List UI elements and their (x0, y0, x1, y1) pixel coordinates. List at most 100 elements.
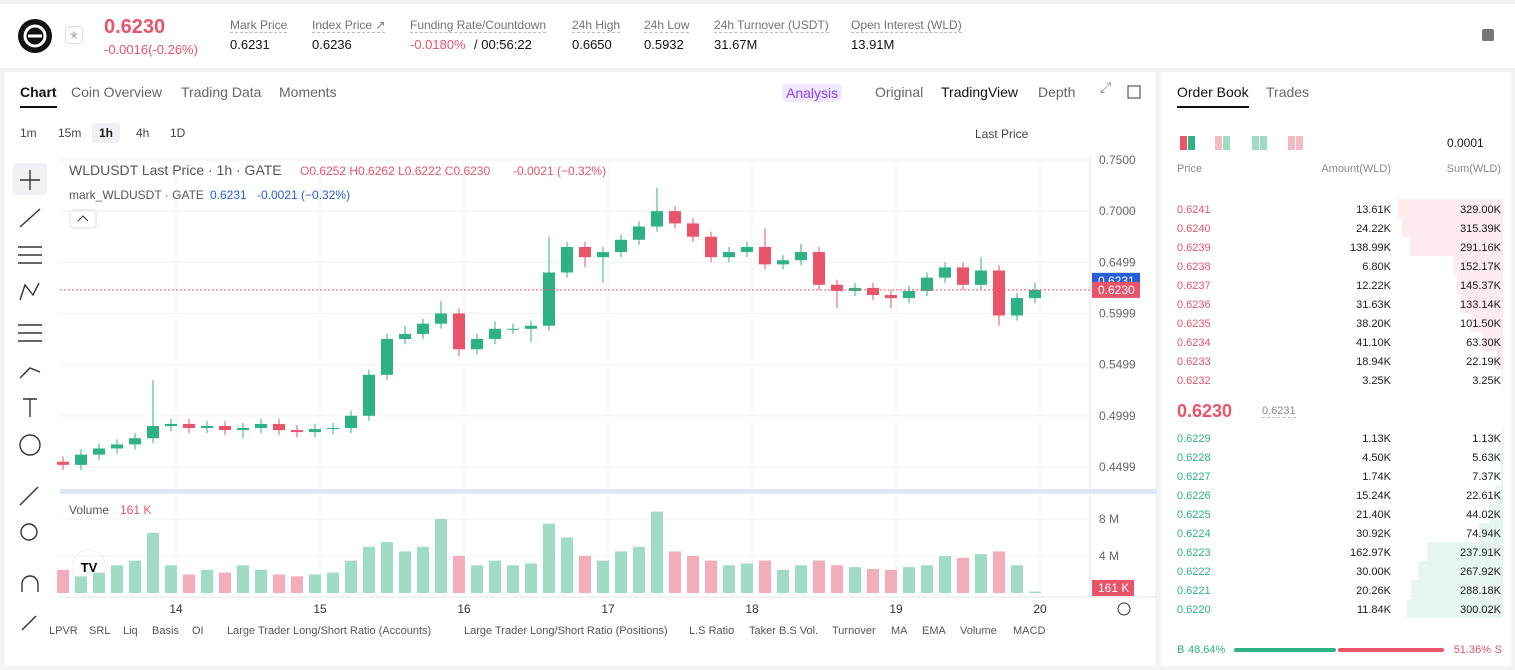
layout-icon[interactable] (1260, 136, 1267, 150)
candle (741, 241, 753, 258)
volume-bar (885, 569, 897, 593)
indicator[interactable]: Turnover (832, 625, 876, 637)
book-sum: 291.16K (1460, 242, 1501, 254)
chart-tab[interactable]: Trading Data (181, 84, 262, 100)
book-amount: 12.22K (1356, 280, 1391, 292)
book-sum: 1.13K (1472, 433, 1501, 445)
buy-ratio: 48.64% (1188, 644, 1226, 656)
settings-icon[interactable] (1117, 602, 1131, 616)
depth-bar (1470, 313, 1503, 332)
book-sum: 63.30K (1466, 337, 1501, 349)
book-amount: 4.50K (1362, 452, 1391, 464)
price-type[interactable]: Last Price (975, 127, 1029, 141)
layout-icon[interactable] (1127, 85, 1141, 99)
candle-body (417, 323, 429, 334)
candle-body (255, 423, 267, 429)
book-tab[interactable]: Order Book (1177, 84, 1249, 108)
candle (975, 257, 987, 290)
indicator[interactable]: EMA (922, 625, 946, 637)
candle-body (777, 260, 789, 265)
indicator[interactable]: Taker B.S Vol. (749, 625, 819, 637)
candle-body (507, 328, 519, 330)
view-tab[interactable]: TradingView (941, 84, 1019, 100)
candle (687, 218, 699, 242)
layout-icon[interactable] (1215, 136, 1222, 150)
price-change: -0.0016(-0.26%) (104, 42, 198, 57)
indicator[interactable]: LPVR (49, 625, 78, 637)
indicator[interactable]: MA (891, 625, 908, 637)
buy-bar (1234, 648, 1337, 652)
view-tab[interactable]: Original (875, 84, 924, 100)
interval[interactable]: 4h (136, 126, 150, 140)
indicator[interactable]: Large Trader Long/Short Ratio (Accounts) (227, 625, 432, 637)
candle (291, 424, 303, 438)
volume-bar (273, 574, 285, 593)
layout-icon[interactable] (1188, 136, 1195, 150)
y-tick-label: 0.4999 (1099, 409, 1136, 423)
volume-bar (183, 574, 195, 593)
layout-icon[interactable] (1252, 136, 1259, 150)
view-tab[interactable]: Analysis (782, 84, 843, 102)
book-price: 0.6232 (1177, 375, 1211, 387)
indicator[interactable]: L.S Ratio (689, 625, 735, 637)
volume-bar (219, 572, 231, 593)
candle-body (327, 428, 339, 430)
candle-body (579, 246, 591, 258)
candle-body (309, 429, 321, 433)
book-price: 0.6240 (1177, 223, 1211, 235)
legend-mark-change: -0.0021 (−0.32%) (257, 188, 350, 202)
interval[interactable]: 1h (92, 123, 121, 143)
interval[interactable]: 1D (170, 126, 186, 140)
indicator[interactable]: Volume (960, 625, 997, 637)
depth-bar (1410, 237, 1503, 256)
interval[interactable]: 15m (58, 126, 82, 140)
candle (957, 262, 969, 290)
header-icon[interactable] (1482, 29, 1494, 41)
candle-body (147, 425, 159, 439)
book-amount: 3.25K (1362, 375, 1391, 387)
indicator[interactable]: Liq (123, 625, 138, 637)
expand-icon[interactable]: ⤢ (1100, 79, 1111, 95)
collapse-legend[interactable] (69, 209, 97, 229)
volume-bar (75, 576, 87, 593)
book-sum: 267.92K (1460, 566, 1501, 578)
book-header: Sum(WLD) (1446, 163, 1501, 175)
chart-tab[interactable]: Chart (20, 84, 57, 108)
layout-icon[interactable] (1223, 136, 1230, 150)
stat-label: 24h High (572, 18, 621, 33)
volume-bar (327, 572, 339, 593)
candle (777, 255, 789, 270)
volume-bar (291, 576, 303, 593)
candle (255, 418, 267, 434)
last-price-label: 0.6230 (1098, 283, 1135, 297)
indicator[interactable]: SRL (89, 625, 111, 637)
volume-bar (777, 569, 789, 593)
candle (309, 423, 321, 438)
stat-label: Open Interest (WLD) (851, 18, 962, 33)
book-tab[interactable]: Trades (1266, 84, 1310, 100)
indicator[interactable]: Basis (152, 625, 179, 637)
volume-bar (525, 563, 537, 593)
indicator[interactable]: Large Trader Long/Short Ratio (Positions… (464, 625, 668, 637)
legend-ohlc: O0.6252 H0.6262 L0.6222 C0.6230 (300, 164, 490, 178)
view-tab[interactable]: Depth (1038, 84, 1076, 100)
favorite-star[interactable]: ★ (65, 26, 83, 44)
candle-body (291, 430, 303, 433)
indicator[interactable]: MACD (1013, 625, 1046, 637)
candle (921, 272, 933, 297)
layout-icon[interactable] (1180, 136, 1187, 150)
candle-body (903, 290, 915, 299)
layout-icon[interactable] (1288, 136, 1295, 150)
book-amount: 30.92K (1356, 528, 1391, 540)
candle (525, 320, 537, 343)
layout-icon[interactable] (1296, 136, 1303, 150)
candle-body (525, 325, 537, 329)
candle (705, 231, 717, 263)
candle (759, 228, 771, 270)
chart-tab[interactable]: Coin Overview (71, 84, 163, 100)
interval[interactable]: 1m (20, 126, 37, 140)
precision[interactable]: 0.0001 (1447, 136, 1484, 150)
indicator[interactable]: OI (192, 625, 204, 637)
chart-tab[interactable]: Moments (279, 84, 337, 100)
candle-body (921, 277, 933, 291)
